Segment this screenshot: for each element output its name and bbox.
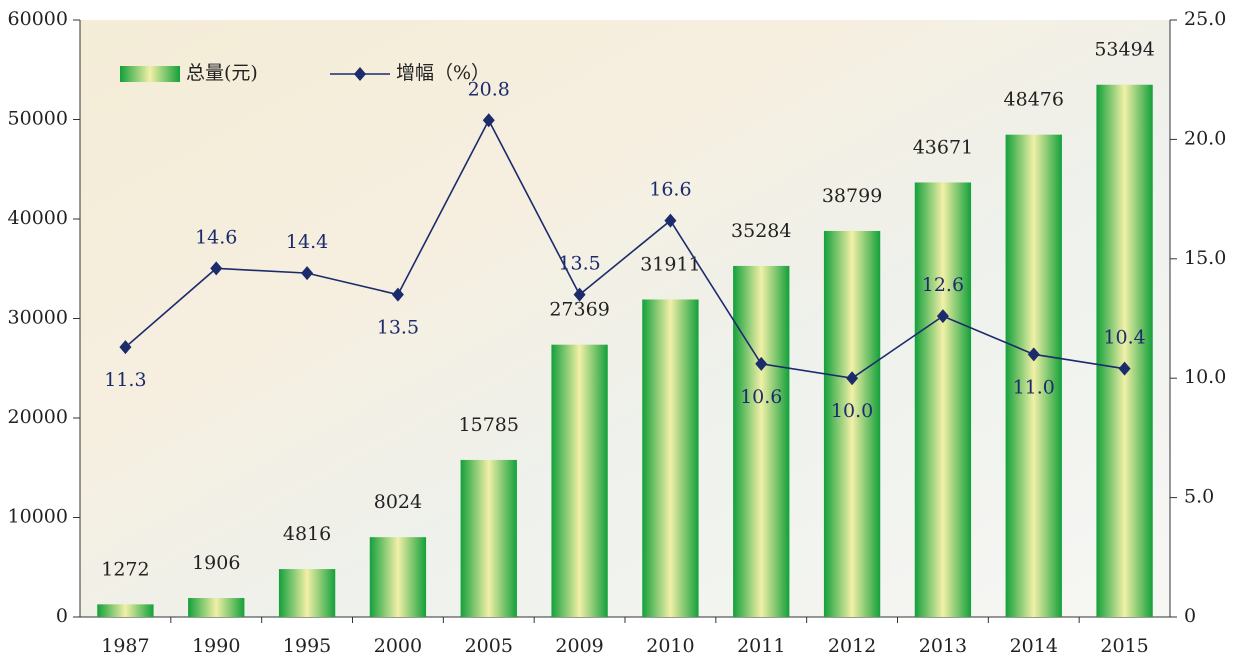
bar: [823, 230, 881, 617]
line-marker: [573, 287, 586, 302]
x-tick-label: 2011: [737, 635, 785, 657]
bar-value-label: 48476: [1004, 89, 1064, 111]
bar: [1096, 84, 1153, 618]
line-value-label: 10.4: [1103, 327, 1145, 349]
line-value-label: 11.0: [1013, 376, 1055, 398]
x-tick-label: 2014: [1010, 635, 1058, 657]
bar: [188, 598, 245, 617]
line-value-label: 13.5: [377, 317, 419, 339]
line-value-label: 20.8: [468, 78, 510, 100]
line-value-label: 13.5: [558, 253, 600, 275]
x-tick-label: 2012: [828, 635, 876, 657]
line-marker: [391, 287, 404, 302]
x-tick-label: 1995: [283, 635, 331, 657]
bar: [642, 299, 699, 617]
line-marker: [755, 356, 768, 371]
y2-tick-label: 25.0: [1184, 8, 1226, 30]
line-marker: [210, 261, 223, 276]
bar-value-label: 1906: [192, 552, 240, 574]
legend-swatch: [120, 66, 180, 82]
y2-tick-label: 0: [1184, 605, 1196, 627]
y-tick-label: 0: [56, 605, 68, 627]
legend-label: 总量(元): [186, 62, 258, 84]
bar-value-label: 53494: [1094, 39, 1154, 61]
line-marker: [482, 113, 495, 128]
bar-value-label: 38799: [822, 185, 882, 207]
line: [124, 118, 1125, 380]
y2-tick-label: 20.0: [1184, 127, 1226, 149]
line-value-label: 11.3: [104, 369, 146, 391]
bar: [914, 182, 972, 617]
bar-value-label: 4816: [283, 523, 331, 545]
line-value-label: 14.4: [286, 231, 328, 253]
y-tick-label: 40000: [8, 207, 68, 229]
line-marker: [1027, 347, 1040, 362]
y2-tick-label: 15.0: [1184, 247, 1226, 269]
x-tick-label: 1987: [101, 635, 149, 657]
line-marker: [119, 340, 132, 355]
line-value-label: 16.6: [649, 179, 691, 201]
bar-value-label: 8024: [374, 491, 422, 513]
bar-value-label: 43671: [913, 136, 973, 158]
y-tick-label: 20000: [8, 406, 68, 428]
y-tick-label: 60000: [8, 8, 68, 30]
bar: [1005, 134, 1062, 617]
bar-value-label: 1272: [101, 558, 149, 580]
bar-value-label: 15785: [459, 414, 519, 436]
x-tick-label: 2000: [374, 635, 422, 657]
line-marker: [1118, 361, 1131, 376]
line-marker: [936, 309, 949, 324]
bar-value-label: 35284: [731, 220, 791, 242]
x-tick-label: 2010: [646, 635, 694, 657]
y2-tick-label: 5.0: [1184, 486, 1214, 508]
line-marker: [664, 213, 677, 228]
line-marker: [846, 371, 859, 386]
legend-label: 增幅（%）: [396, 62, 490, 84]
x-tick-label: 2005: [465, 635, 513, 657]
line-value-label: 10.6: [740, 386, 782, 408]
bar-value-label: 27369: [549, 299, 609, 321]
y-tick-label: 50000: [8, 108, 68, 130]
y2-tick-label: 10.0: [1184, 366, 1226, 388]
line-marker: [301, 266, 314, 281]
legend-marker: [354, 67, 366, 81]
x-tick-label: 2015: [1100, 635, 1148, 657]
line-value-label: 14.6: [195, 226, 237, 248]
bar: [460, 459, 517, 617]
y-tick-label: 30000: [8, 307, 68, 329]
bar: [97, 604, 154, 617]
x-tick-label: 1990: [192, 635, 240, 657]
line-value-label: 10.0: [831, 400, 873, 422]
y-tick-label: 10000: [8, 506, 68, 528]
line-value-label: 12.6: [922, 274, 964, 296]
bar: [551, 344, 608, 617]
bar: [369, 537, 427, 617]
plot-background: [80, 20, 1170, 617]
bar: [278, 569, 336, 617]
x-tick-label: 2009: [555, 635, 603, 657]
x-tick-label: 2013: [919, 635, 967, 657]
bar-value-label: 31911: [640, 253, 700, 275]
bar: [733, 265, 790, 617]
